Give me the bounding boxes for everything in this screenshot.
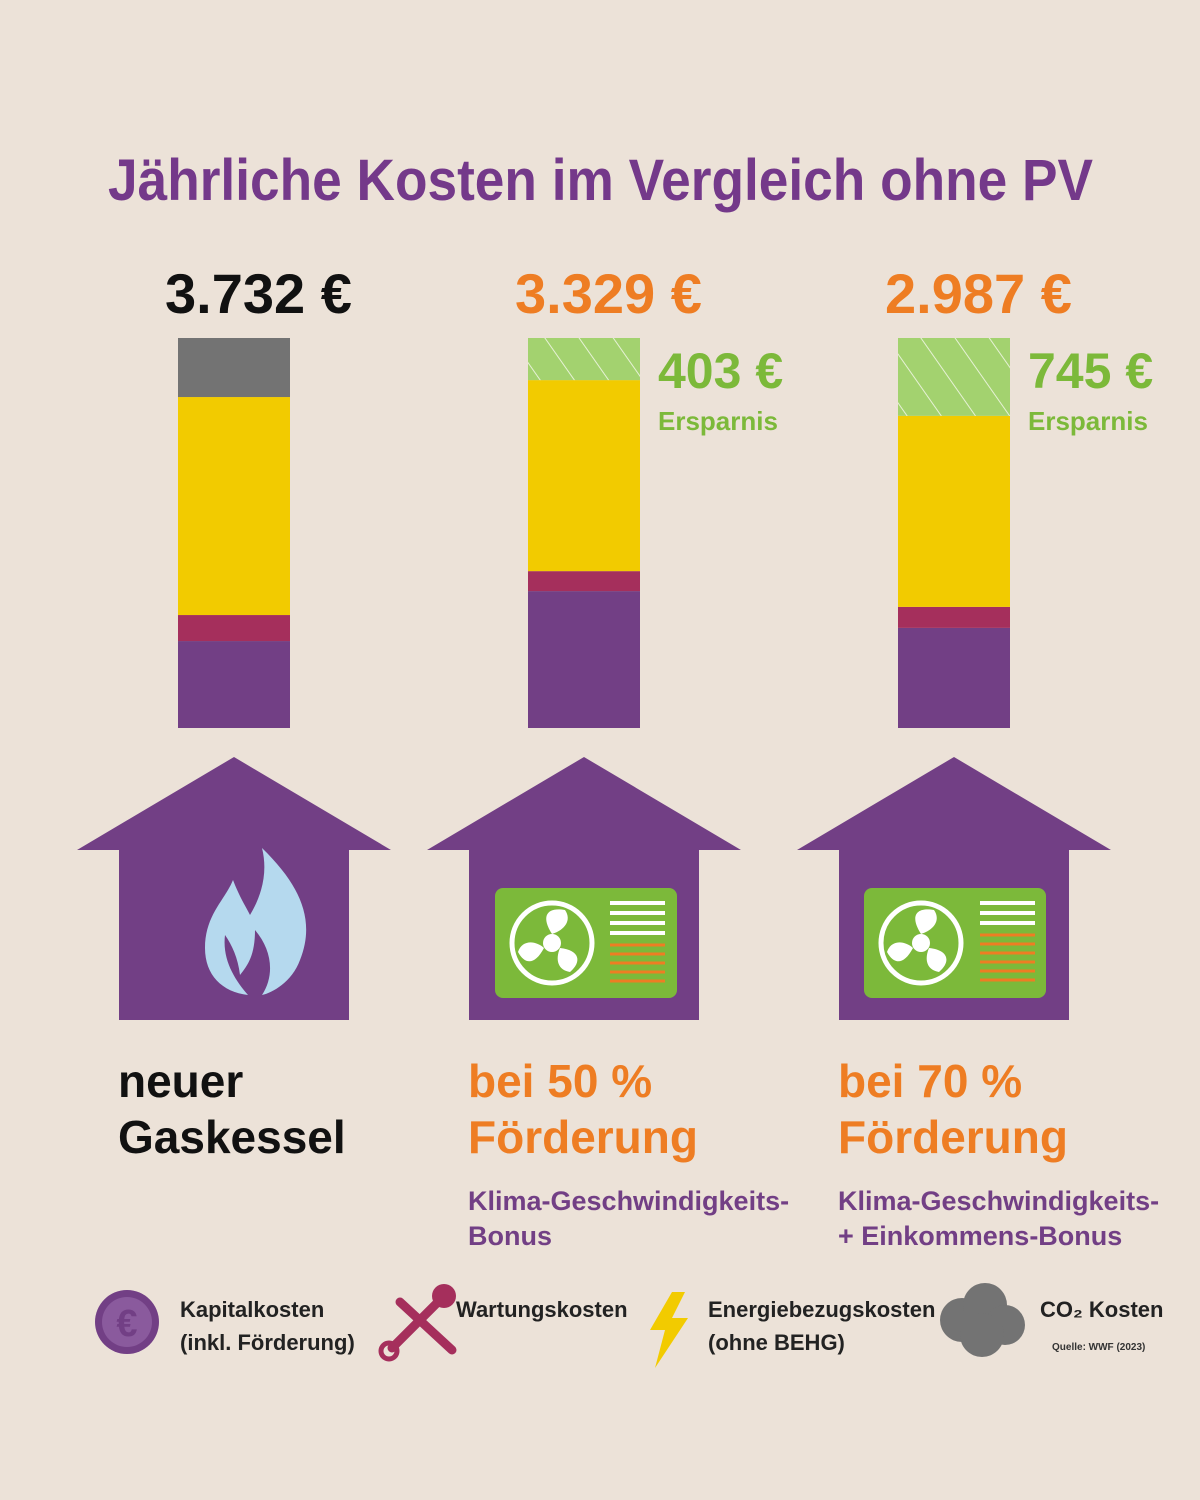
category-note: Klima-Geschwindigkeits- — [468, 1186, 789, 1216]
savings-segment — [898, 338, 1010, 416]
legend-label: Wartungskosten — [456, 1297, 628, 1322]
legend-label: CO₂ Kosten — [1040, 1297, 1163, 1322]
chart-title: Jährliche Kosten im Vergleich ohne PV — [108, 148, 1093, 213]
category-label: neuer — [118, 1055, 243, 1107]
category-label: Förderung — [468, 1111, 698, 1163]
bar-segment — [898, 606, 1010, 628]
legend-note: (ohne BEHG) — [708, 1330, 845, 1355]
category-label: bei 50 % — [468, 1055, 652, 1107]
category-note: + Einkommens-Bonus — [838, 1221, 1122, 1251]
bar-segment — [178, 338, 290, 398]
total-label: 3.329 € — [515, 262, 702, 325]
source-note: Quelle: WWF (2023) — [1052, 1342, 1145, 1353]
savings-name: Ersparnis — [658, 406, 778, 436]
house-gas — [77, 757, 391, 1020]
bar-segment — [528, 380, 640, 572]
bar-segment — [898, 415, 1010, 607]
legend-icon-bolt — [650, 1292, 688, 1368]
legend-icon-cloud — [940, 1283, 1025, 1357]
category-label: bei 70 % — [838, 1055, 1022, 1107]
savings-segment — [528, 338, 640, 381]
svg-text:€: € — [116, 1303, 137, 1345]
legend-icon-euro: € — [95, 1290, 159, 1354]
legend-icon-wrench — [378, 1284, 457, 1362]
category-label: Gaskessel — [118, 1111, 346, 1163]
bar-segment — [898, 627, 1010, 728]
savings-label: 403 € — [658, 343, 783, 399]
bar-segment — [178, 397, 290, 616]
bar-segment — [528, 571, 640, 592]
savings-name: Ersparnis — [1028, 406, 1148, 436]
total-label: 3.732 € — [165, 262, 352, 325]
category-note: Bonus — [468, 1221, 552, 1251]
savings-label: 745 € — [1028, 343, 1153, 399]
total-label: 2.987 € — [885, 262, 1072, 325]
category-note: Klima-Geschwindigkeits- — [838, 1186, 1159, 1216]
bar-segment — [178, 641, 290, 728]
legend-label: Energiebezugskosten — [708, 1297, 935, 1322]
bar-segment — [178, 615, 290, 642]
house-heatpump-50 — [427, 757, 741, 1020]
bar-segment — [528, 591, 640, 728]
legend-note: (inkl. Förderung) — [180, 1330, 355, 1355]
house-heatpump-70 — [797, 757, 1111, 1020]
category-label: Förderung — [838, 1111, 1068, 1163]
legend-label: Kapitalkosten — [180, 1297, 324, 1322]
